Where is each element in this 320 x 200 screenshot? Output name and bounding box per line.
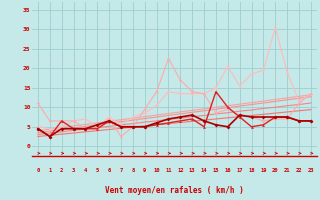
X-axis label: Vent moyen/en rafales ( km/h ): Vent moyen/en rafales ( km/h ) <box>105 186 244 195</box>
